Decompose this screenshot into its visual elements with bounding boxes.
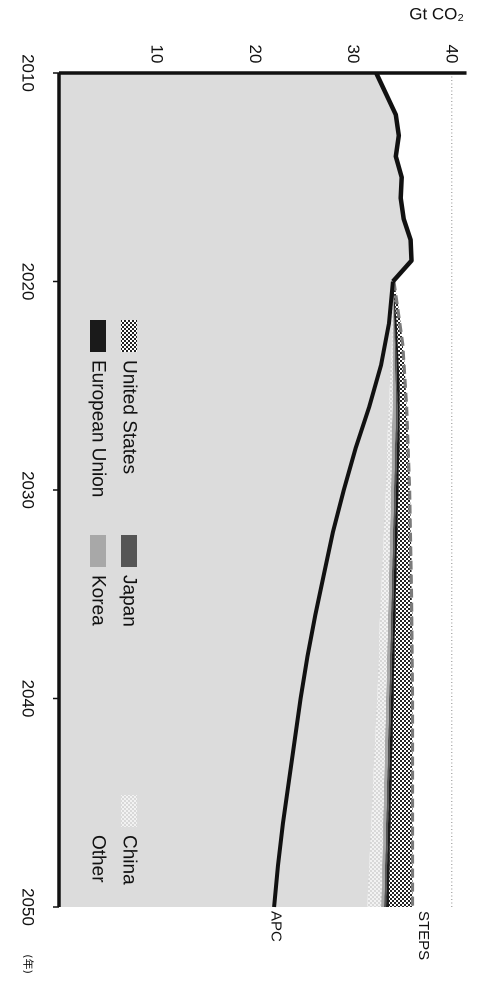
legend-swatch-other <box>90 795 106 827</box>
x-tick-label-2010: 2010 <box>19 54 38 92</box>
legend-swatch-european-union <box>90 320 106 352</box>
legend-label-china: China <box>119 835 140 885</box>
legend-swatch-japan <box>121 535 137 567</box>
stacked-areas <box>59 73 413 907</box>
line-steps <box>392 281 415 907</box>
x-tick-label-2030: 2030 <box>19 471 38 509</box>
line-apc <box>272 281 395 908</box>
scenario-lines <box>272 72 415 908</box>
legend-label-other: Other <box>88 835 109 883</box>
area-china <box>367 73 412 907</box>
y-tick-label-20: 20 <box>246 45 265 64</box>
line-historical <box>374 72 414 283</box>
legend-swatch-united-states <box>121 320 137 352</box>
legend-swatch-china <box>121 795 137 827</box>
year-unit-label: (年) <box>22 954 36 974</box>
legend-label-european-union: European Union <box>88 360 109 497</box>
x-tick-label-2040: 2040 <box>19 680 38 718</box>
label-steps: STEPS <box>415 911 432 960</box>
legend-swatch-korea <box>90 535 106 567</box>
legend <box>90 320 137 827</box>
legend-label-korea: Korea <box>88 575 109 626</box>
area-other <box>59 73 412 907</box>
area-united-states <box>376 73 413 907</box>
x-tick-label-2020: 2020 <box>19 263 38 301</box>
y-tick-label-40: 40 <box>442 45 461 64</box>
unit-label: Gt CO₂ <box>409 5 464 24</box>
y-tick-label-30: 30 <box>344 45 363 64</box>
y-tick-label-10: 10 <box>148 45 167 64</box>
legend-label-united-states: United States <box>119 360 140 474</box>
legend-label-japan: Japan <box>119 575 140 627</box>
x-tick-label-2050: 2050 <box>19 888 38 926</box>
area-korea <box>376 73 412 907</box>
axes <box>53 71 467 908</box>
label-apc: APC <box>268 911 285 942</box>
